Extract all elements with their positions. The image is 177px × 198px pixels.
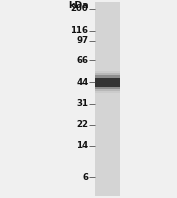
Text: 6: 6: [82, 173, 88, 182]
Bar: [95, 75, 120, 89]
Bar: [95, 73, 120, 91]
Bar: [95, 2, 120, 196]
Text: 44: 44: [76, 78, 88, 87]
Text: 31: 31: [76, 99, 88, 109]
Bar: [95, 78, 120, 87]
Text: 200: 200: [71, 4, 88, 13]
Text: kDa: kDa: [68, 1, 88, 10]
Text: 116: 116: [70, 26, 88, 35]
Text: 97: 97: [76, 36, 88, 45]
Bar: [95, 71, 120, 93]
Text: 22: 22: [76, 120, 88, 129]
Text: 66: 66: [76, 56, 88, 65]
Text: 14: 14: [76, 141, 88, 150]
